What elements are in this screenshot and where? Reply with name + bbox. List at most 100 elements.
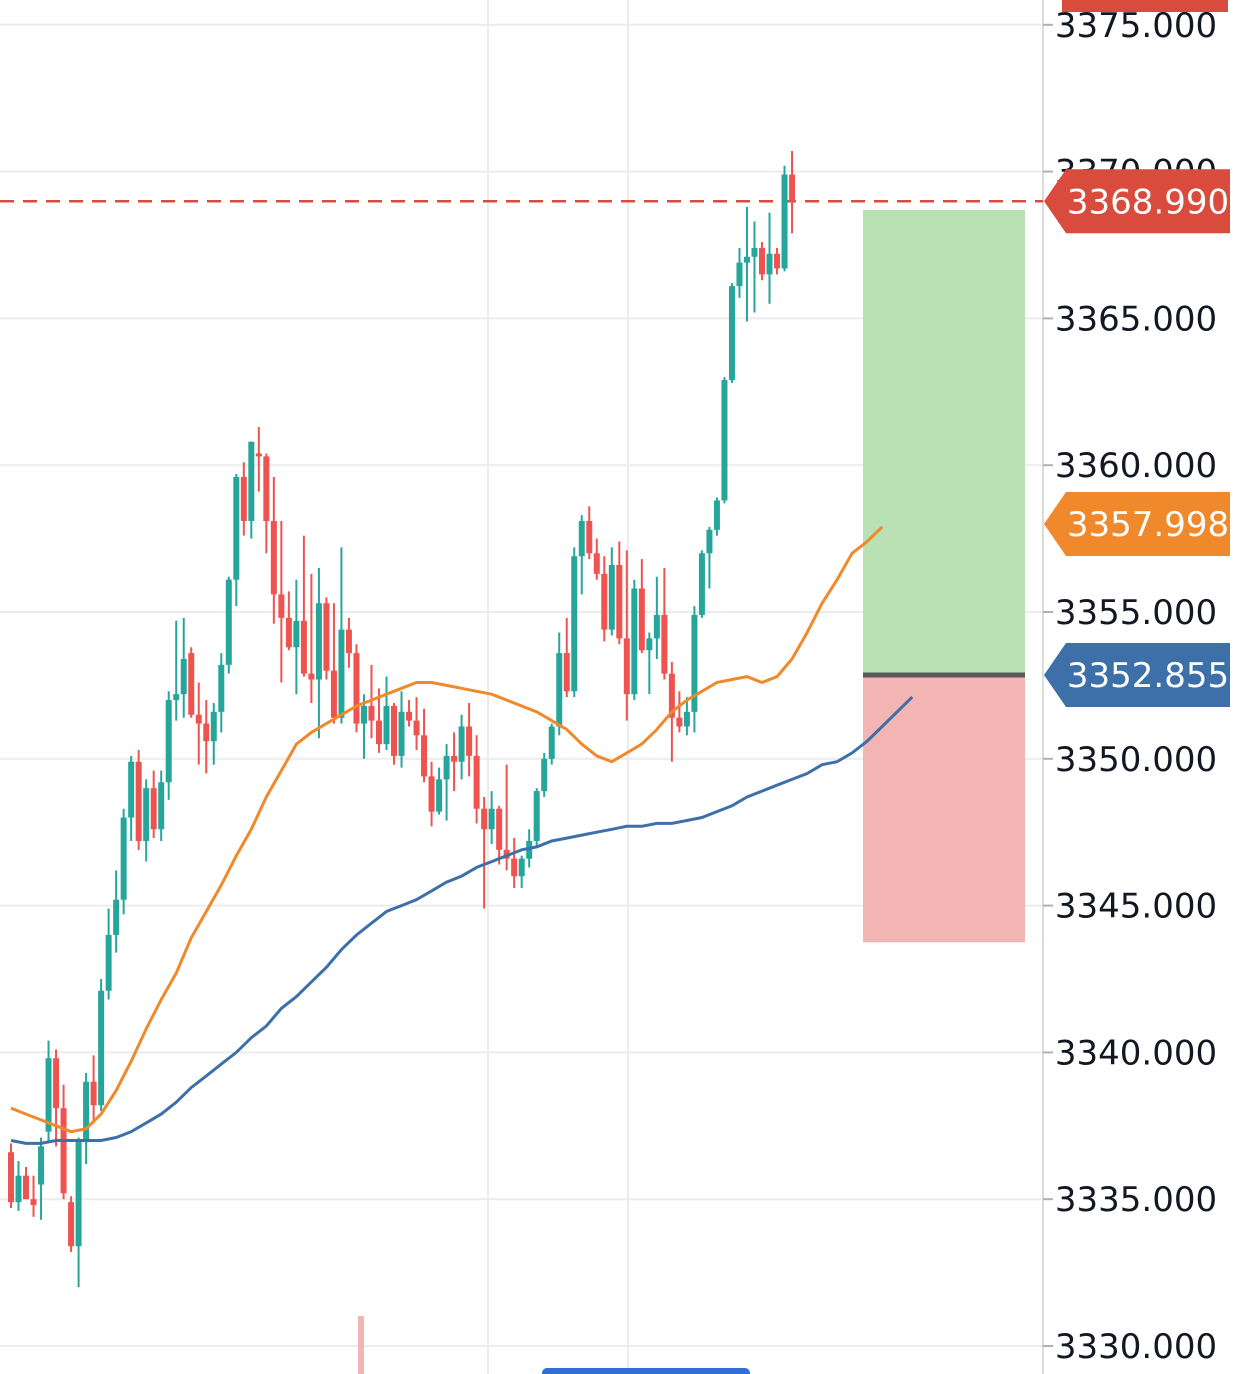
- candle-up: [383, 705, 390, 745]
- candle-down: [623, 638, 630, 695]
- candle-down: [255, 453, 262, 457]
- candle-up: [458, 726, 465, 762]
- candle-down: [53, 1058, 60, 1109]
- candle-up: [98, 990, 105, 1106]
- candle-down: [368, 705, 375, 721]
- candle-down: [638, 588, 645, 651]
- candle-down: [308, 673, 315, 680]
- candle-down: [240, 476, 247, 521]
- candle-down: [473, 755, 480, 809]
- candle-down: [135, 761, 142, 842]
- candle-down: [774, 253, 781, 269]
- candle-down: [195, 714, 202, 724]
- candle-down: [668, 673, 675, 718]
- offscreen-price-badge: [1062, 0, 1228, 12]
- current-price-badge: [1044, 169, 1230, 234]
- candle-up: [293, 620, 300, 648]
- candle-up: [83, 1081, 90, 1141]
- candle-down: [593, 553, 600, 574]
- candle-up: [608, 565, 615, 630]
- candle-up: [518, 858, 525, 877]
- price-tick-label: 3355.000: [1055, 593, 1217, 633]
- bottom-scroll-handle: [542, 1368, 750, 1374]
- candle-up: [646, 638, 653, 651]
- candle-down: [23, 1175, 30, 1200]
- candle-up: [75, 1140, 82, 1247]
- candle-down: [563, 653, 570, 692]
- candle-up: [743, 256, 750, 263]
- stop-loss-zone: [863, 674, 1025, 943]
- candle-up: [45, 1058, 52, 1132]
- candle-down: [451, 755, 458, 762]
- candle-down: [789, 174, 796, 201]
- price-tick-label: 3335.000: [1055, 1180, 1217, 1220]
- price-badges: 3368.990 3357.998 3352.855: [358, 0, 1230, 1374]
- candle-up: [436, 779, 443, 812]
- candle-up: [165, 700, 172, 783]
- candle-up: [751, 247, 758, 257]
- entry-price-badge: [1044, 642, 1230, 707]
- candle-down: [90, 1081, 97, 1106]
- candle-down: [263, 456, 270, 521]
- candle-up: [210, 711, 217, 742]
- ma-slow-line: [10, 696, 914, 1145]
- candle-up: [113, 899, 120, 935]
- candle-down: [616, 565, 623, 639]
- candle-up: [338, 629, 345, 718]
- candle-up: [548, 726, 555, 759]
- candle-down: [406, 711, 413, 721]
- candle-down: [30, 1199, 37, 1206]
- candle-down: [330, 670, 337, 718]
- candle-up: [105, 934, 112, 991]
- candle-down: [466, 726, 473, 756]
- candle-up: [233, 476, 240, 580]
- candle-down: [345, 629, 352, 654]
- candle-up: [15, 1175, 22, 1203]
- candle-up: [158, 782, 165, 830]
- current-price-badge-label: 3368.990: [1067, 182, 1229, 222]
- candle-up: [781, 174, 788, 269]
- take-profit-zone: [863, 209, 1025, 675]
- candle-up: [698, 553, 705, 615]
- candle-up: [128, 761, 135, 818]
- entry-price-badge-label: 3352.855: [1067, 656, 1229, 696]
- candle-up: [721, 380, 728, 501]
- ma-value-badge-label: 3357.998: [1067, 505, 1229, 545]
- candle-down: [586, 520, 593, 554]
- candle-up: [180, 658, 187, 695]
- candle-down: [285, 617, 292, 648]
- candle-down: [661, 614, 668, 674]
- candle-up: [225, 579, 232, 665]
- candle-down: [203, 723, 210, 742]
- price-tick-label: 3340.000: [1055, 1033, 1217, 1073]
- candle-up: [706, 529, 713, 554]
- ma-value-badge: [1044, 491, 1230, 556]
- candle-up: [173, 694, 180, 701]
- candle-up: [766, 253, 773, 275]
- price-tick-label: 3330.000: [1055, 1327, 1217, 1367]
- candle-up: [691, 614, 698, 712]
- candle-down: [188, 653, 195, 715]
- candle-up: [120, 817, 127, 900]
- candle-down: [391, 705, 398, 756]
- candle-up: [315, 603, 322, 680]
- candle-up: [533, 791, 540, 842]
- candle-up: [38, 1146, 45, 1185]
- candle-down: [323, 603, 330, 671]
- candle-up: [556, 653, 563, 727]
- price-axis[interactable]: 3330.000 3335.000 3340.000 3345.000 3350.000…: [1043, 6, 1217, 1367]
- candle-down: [421, 735, 428, 777]
- candle-up: [248, 441, 255, 521]
- candle-down: [60, 1108, 67, 1194]
- price-tick-label: 3345.000: [1055, 887, 1217, 927]
- candle-down: [413, 720, 420, 736]
- candle-down: [511, 858, 518, 877]
- candle-down: [8, 1152, 14, 1203]
- candle-down: [759, 247, 765, 275]
- candle-up: [713, 500, 720, 530]
- candlestick-series: [8, 151, 796, 1288]
- candle-up: [571, 556, 578, 692]
- candle-down: [270, 520, 277, 595]
- candle-up: [398, 711, 405, 756]
